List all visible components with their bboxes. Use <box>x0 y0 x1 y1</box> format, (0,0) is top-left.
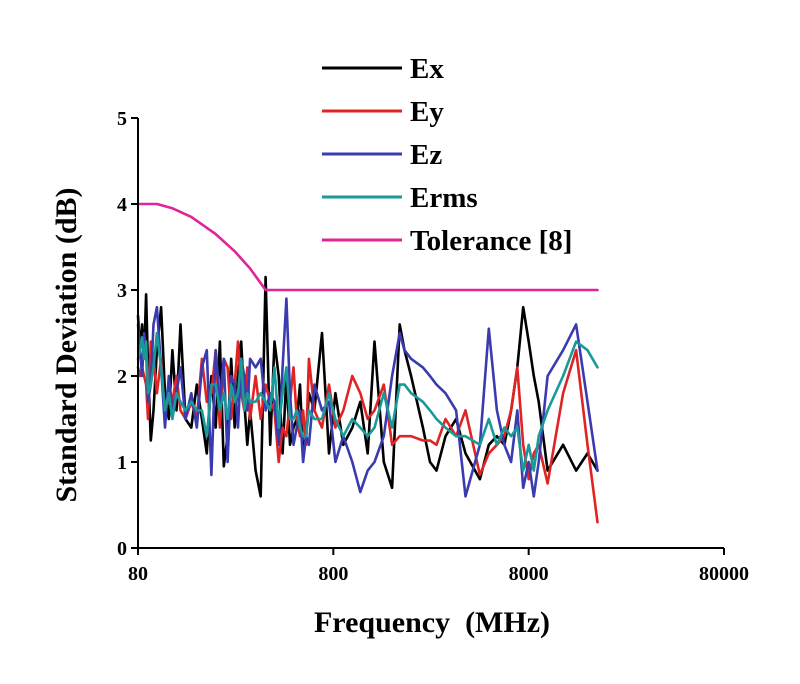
y-tick-label: 1 <box>117 452 127 474</box>
y-tick-label: 2 <box>117 366 127 388</box>
legend-label: Erms <box>410 182 478 214</box>
y-tick-label: 5 <box>117 108 127 130</box>
legend-label: Ex <box>410 53 444 85</box>
x-tick-label: 8000 <box>509 563 549 585</box>
series-line-erms <box>136 331 599 472</box>
ticks: 0 1 2 3 4 5 80 800 8000 80000 <box>117 108 749 585</box>
x-tick-label: 800 <box>318 563 348 585</box>
y-tick-label: 0 <box>117 538 127 560</box>
x-tick-label: 80 <box>128 563 148 585</box>
legend-label: Tolerance [8] <box>410 225 572 257</box>
series-line-tolerance-8 <box>136 202 599 292</box>
legend: Ex Ey Ez Erms Tolerance [8] <box>322 53 572 257</box>
axes <box>137 118 724 549</box>
y-tick-label: 4 <box>117 194 127 216</box>
legend-label: Ey <box>410 96 444 128</box>
x-axis-label: Frequency (MHz) <box>314 606 550 639</box>
plot-area <box>136 202 599 524</box>
y-tick-label: 3 <box>117 280 127 302</box>
x-tick-label: 80000 <box>699 563 749 585</box>
y-axis-label: Standard Deviation (dB) <box>50 187 83 502</box>
legend-label: Ez <box>410 139 442 171</box>
series-line-ey <box>136 340 599 524</box>
